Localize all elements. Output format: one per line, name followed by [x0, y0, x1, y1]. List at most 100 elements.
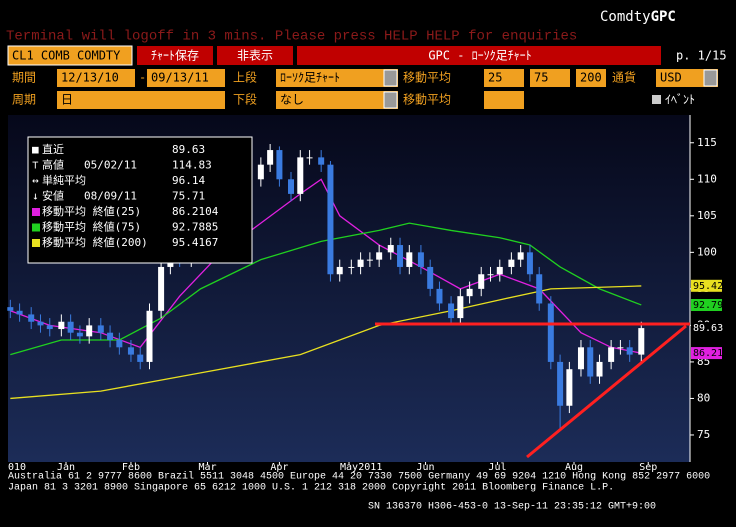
- price-tag-label: 95.42: [693, 281, 723, 292]
- candle-body: [97, 325, 104, 333]
- field-label: 期間: [12, 71, 36, 85]
- input-field[interactable]: [57, 69, 135, 87]
- candle-body: [158, 266, 165, 311]
- legend-date: 08/09/11: [84, 190, 137, 203]
- x-tick-label: May: [340, 462, 358, 473]
- page-number: p. 1/15: [676, 49, 727, 63]
- candle-body: [557, 361, 564, 406]
- field-label: 周期: [12, 93, 36, 107]
- candle-body: [58, 321, 65, 330]
- field-value: 日: [61, 93, 73, 107]
- security: CL1 COMB COMDTY: [12, 49, 121, 63]
- candle-body: [116, 340, 123, 348]
- candle-body: [487, 274, 494, 276]
- legend-label: 安値: [42, 189, 64, 203]
- legend-value: 114.83: [172, 159, 212, 172]
- candle-body: [257, 164, 264, 180]
- moving-average-line: [10, 222, 642, 356]
- legend-value: 75.71: [172, 190, 205, 203]
- legend-swatch: [32, 223, 40, 232]
- candle-body: [517, 252, 524, 260]
- field-label: 上段: [233, 70, 257, 85]
- field-value: 12/13/10: [61, 71, 119, 85]
- legend-label: 高値: [42, 158, 64, 172]
- candle-body: [427, 266, 434, 289]
- x-tick-label: Apr: [270, 462, 288, 473]
- price-tag: [691, 347, 722, 360]
- field-value: 09/13/11: [151, 71, 209, 85]
- candle-body: [276, 150, 283, 180]
- candle-body: [596, 361, 603, 377]
- field-value: なし: [280, 93, 304, 107]
- security-box[interactable]: [7, 45, 133, 66]
- legend-label: 移動平均 終値(75): [42, 220, 141, 234]
- field-value: 25: [488, 71, 502, 85]
- screen-title: GPC - ﾛｰｿｸ足ﾁｬｰﾄ: [428, 49, 531, 63]
- candle-body: [107, 332, 114, 341]
- input-field[interactable]: [576, 69, 606, 87]
- input-field[interactable]: [147, 69, 225, 87]
- field-label: 通貨: [612, 70, 636, 85]
- checkbox[interactable]: [652, 95, 661, 104]
- candle-body: [348, 266, 355, 268]
- input-field[interactable]: [57, 91, 225, 109]
- dropdown[interactable]: [276, 91, 398, 109]
- save-button[interactable]: [137, 46, 213, 65]
- legend-box: [27, 136, 253, 264]
- legend-label: 移動平均 終値(200): [42, 235, 148, 249]
- candle-body: [478, 274, 485, 289]
- field-value: 200: [580, 71, 602, 85]
- y-tick-label: 75: [697, 428, 710, 441]
- field-value: 75: [534, 71, 548, 85]
- candle-body: [547, 303, 554, 362]
- dropdown[interactable]: [276, 69, 398, 87]
- candle-body: [466, 288, 473, 297]
- title-bar: [297, 46, 661, 65]
- price-tag-label: 89.63: [693, 323, 723, 334]
- candle-body: [587, 347, 594, 377]
- candle-body: [406, 252, 413, 267]
- candle-body: [366, 259, 373, 261]
- candle-body: [288, 179, 295, 194]
- year-label: 010: [8, 462, 26, 473]
- dropdown-arrow: [383, 91, 398, 109]
- legend-value: 95.4167: [172, 236, 218, 249]
- input-field[interactable]: [530, 69, 570, 87]
- candle-body: [417, 252, 424, 267]
- candle-body: [577, 347, 584, 370]
- field-label: -: [139, 71, 146, 85]
- x-tick-label: Jun: [417, 462, 435, 473]
- price-tag: [691, 322, 722, 335]
- candle-body: [457, 296, 464, 319]
- field-label: 移動平均: [403, 93, 451, 107]
- y-tick-label: 100: [697, 245, 717, 258]
- legend-value: 92.7885: [172, 221, 218, 234]
- legend-value: 89.63: [172, 143, 205, 156]
- candle-body: [327, 164, 334, 275]
- candle-body: [37, 321, 44, 326]
- legend-date: 05/02/11: [84, 159, 137, 172]
- candle-body: [16, 310, 23, 315]
- candle-body: [67, 321, 74, 333]
- price-tag: [691, 279, 722, 292]
- candle-body: [448, 303, 455, 319]
- candle-body: [397, 245, 404, 267]
- candle-body: [638, 328, 645, 355]
- candle-body: [297, 157, 304, 194]
- input-field[interactable]: [484, 69, 524, 87]
- hide-button[interactable]: [217, 46, 293, 65]
- candle-body: [146, 310, 153, 362]
- candle-body: [566, 369, 573, 406]
- input-field[interactable]: [484, 91, 524, 109]
- y-tick-label: 110: [697, 172, 717, 185]
- legend-icon: ↓: [32, 190, 39, 203]
- candle-body: [508, 259, 515, 267]
- candle-body: [76, 332, 83, 337]
- price-tag-label: 86.21: [693, 348, 723, 359]
- dropdown[interactable]: [656, 69, 718, 87]
- footer-line: Japan 81 3 3201 8900 Singapore 65 6212 1…: [8, 482, 614, 494]
- trend-line: [526, 324, 687, 459]
- candle-body: [86, 325, 93, 337]
- price-tag: [691, 299, 722, 312]
